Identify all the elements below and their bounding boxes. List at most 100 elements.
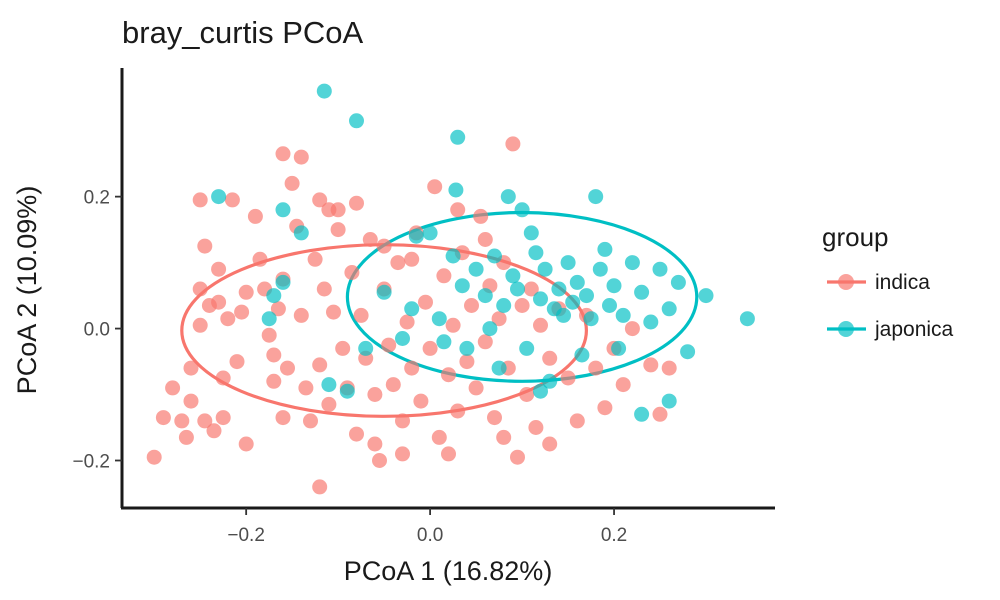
data-point-japonica	[275, 274, 291, 290]
x-axis-ticks: −0.2 0.0 0.2	[227, 508, 627, 546]
legend-title: group	[822, 222, 889, 252]
data-point-indica	[284, 175, 300, 191]
x-axis-title: PCoA 1 (16.82%)	[344, 556, 553, 586]
data-point-indica	[661, 360, 677, 376]
data-point-japonica	[533, 291, 548, 307]
data-point-indica	[523, 281, 539, 297]
data-point-indica	[376, 238, 392, 254]
data-point-japonica	[261, 311, 277, 327]
data-point-japonica	[569, 274, 585, 290]
data-point-japonica	[477, 288, 493, 304]
data-point-indica	[487, 410, 502, 426]
data-point-japonica	[321, 377, 337, 393]
data-point-japonica	[528, 245, 544, 261]
data-point-indica	[335, 340, 351, 356]
data-point-japonica	[643, 314, 659, 330]
data-point-japonica	[496, 298, 512, 313]
data-point-indica	[316, 281, 332, 297]
data-point-indica	[464, 298, 479, 313]
data-point-indica	[349, 426, 364, 442]
data-point-japonica	[266, 288, 282, 304]
data-point-indica	[528, 420, 544, 435]
data-point-indica	[652, 406, 668, 422]
data-point-indica	[353, 307, 369, 323]
data-point-japonica	[606, 278, 622, 294]
data-point-indica	[510, 449, 525, 465]
data-point-indica	[266, 373, 282, 389]
data-point-japonica	[523, 225, 539, 241]
data-point-japonica	[436, 334, 452, 350]
data-point-japonica	[448, 182, 464, 198]
data-point-indica	[441, 367, 456, 383]
data-point-japonica	[661, 301, 677, 317]
data-points	[146, 83, 755, 495]
data-point-indica	[473, 208, 489, 224]
data-point-indica	[211, 261, 227, 277]
data-point-indica	[293, 149, 309, 165]
data-point-japonica	[556, 307, 571, 323]
data-point-indica	[372, 453, 387, 468]
data-point-japonica	[482, 321, 498, 337]
legend-label-indica: indica	[875, 271, 930, 294]
data-point-indica	[321, 202, 337, 218]
data-point-indica	[643, 357, 659, 373]
data-point-indica	[165, 380, 181, 396]
data-point-indica	[413, 393, 429, 409]
data-point-japonica	[358, 340, 374, 356]
data-point-indica	[436, 268, 452, 284]
data-point-indica	[307, 251, 323, 267]
data-point-japonica	[445, 248, 461, 264]
data-point-japonica	[634, 406, 650, 422]
data-point-japonica	[597, 241, 613, 257]
data-point-japonica	[376, 284, 392, 300]
data-point-indica	[229, 354, 245, 370]
data-point-indica	[330, 222, 346, 238]
data-point-indica	[395, 413, 410, 429]
data-point-japonica	[652, 261, 668, 277]
data-point-indica	[344, 265, 360, 280]
legend: group indica japonica	[822, 222, 954, 341]
data-point-indica	[215, 410, 231, 426]
data-point-indica	[477, 334, 493, 350]
data-point-indica	[192, 317, 208, 333]
data-point-japonica	[422, 225, 438, 241]
data-point-japonica	[404, 301, 420, 317]
y-axis-ticks: −0.2 0.0 0.2	[72, 188, 122, 473]
data-point-japonica	[592, 261, 608, 277]
data-point-japonica	[670, 274, 686, 290]
data-point-indica	[441, 446, 456, 462]
y-axis-title: PCoA 2 (10.09%)	[12, 186, 42, 395]
data-point-indica	[275, 146, 291, 162]
data-point-indica	[270, 301, 286, 317]
data-point-japonica	[468, 261, 484, 277]
data-point-japonica	[611, 340, 627, 356]
data-point-indica	[404, 251, 420, 267]
data-point-indica	[468, 380, 484, 396]
data-point-japonica	[275, 202, 291, 218]
data-point-indica	[298, 380, 314, 396]
data-point-japonica	[316, 83, 332, 99]
data-point-indica	[422, 340, 438, 356]
data-point-japonica	[583, 311, 599, 327]
data-point-indica	[390, 255, 406, 271]
data-point-indica	[418, 294, 433, 310]
data-point-indica	[155, 410, 171, 426]
data-point-indica	[560, 370, 576, 386]
data-point-indica	[174, 413, 190, 429]
data-point-indica	[211, 294, 227, 310]
data-point-japonica	[339, 383, 355, 399]
data-point-indica	[326, 304, 341, 320]
data-point-japonica	[698, 288, 714, 304]
data-point-japonica	[588, 189, 604, 205]
data-point-japonica	[510, 281, 525, 297]
data-point-indica	[477, 232, 493, 247]
data-point-indica	[588, 360, 604, 376]
data-point-japonica	[551, 281, 567, 297]
data-point-indica	[597, 400, 613, 416]
data-point-japonica	[680, 344, 696, 360]
data-point-japonica	[491, 360, 507, 376]
data-point-indica	[197, 413, 213, 429]
data-point-indica	[215, 370, 231, 386]
data-point-indica	[220, 311, 236, 327]
x-tick-label: 0.2	[601, 525, 627, 546]
